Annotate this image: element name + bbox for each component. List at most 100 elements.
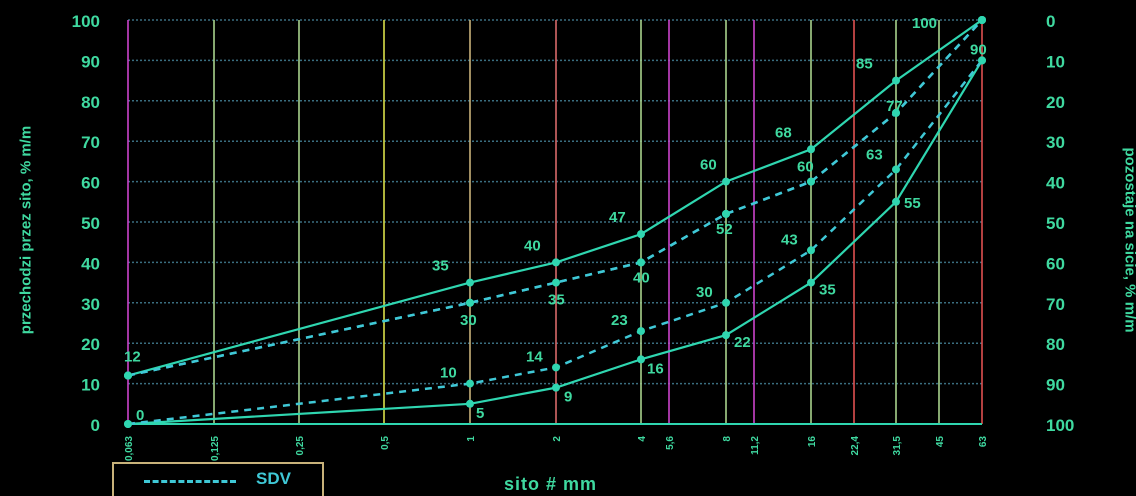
y-tick-label-left: 40: [81, 254, 100, 273]
data-label: 68: [775, 124, 792, 141]
data-point: [807, 145, 815, 154]
data-label: 100: [912, 15, 937, 32]
x-tick-label: 31,5: [892, 436, 903, 456]
data-point: [124, 371, 132, 380]
y-tick-label-left: 50: [81, 214, 100, 233]
data-point: [637, 230, 645, 239]
x-tick-label: 0,125: [210, 436, 221, 461]
data-point: [722, 177, 730, 186]
x-tick-label: 16: [807, 436, 818, 448]
y-tick-label-left: 0: [91, 416, 100, 435]
data-point: [466, 298, 474, 307]
data-label: 63: [866, 146, 883, 163]
series-line: [127, 59, 983, 426]
y-tick-label-left: 20: [81, 335, 100, 354]
data-point: [552, 383, 560, 392]
data-point: [124, 420, 132, 428]
data-label: 40: [633, 269, 650, 286]
y-tick-label-right: 70: [1046, 295, 1065, 314]
data-point: [637, 327, 645, 336]
data-label: 5: [476, 405, 484, 422]
y-tick-label-right: 50: [1046, 214, 1065, 233]
y-tick-label-left: 90: [81, 52, 100, 71]
y-tick-label-right: 60: [1046, 254, 1065, 273]
y-tick-label-left: 80: [81, 93, 100, 112]
data-label: 30: [696, 284, 713, 301]
y-tick-label-right: 30: [1046, 133, 1065, 152]
y-axis-label-left: przechodzi przez sito, % m/m: [17, 125, 35, 335]
y-tick-label-right: 100: [1046, 416, 1074, 435]
series-line: [127, 19, 983, 377]
x-tick-label: 2: [552, 436, 563, 442]
x-tick-label: 1: [466, 436, 477, 442]
y-tick-label-left: 70: [81, 133, 100, 152]
series-line: [127, 19, 983, 377]
data-label: 40: [524, 237, 541, 254]
data-point: [466, 399, 474, 408]
data-label: 14: [526, 348, 543, 365]
data-label: 35: [548, 292, 565, 309]
x-tick-label: 0,5: [380, 436, 391, 450]
data-label: 30: [460, 312, 477, 329]
y-tick-label-right: 80: [1046, 335, 1065, 354]
data-point: [637, 258, 645, 267]
data-point: [466, 278, 474, 287]
data-point: [978, 56, 986, 65]
y-tick-label-right: 0: [1046, 12, 1055, 31]
x-tick-label: 4: [637, 436, 648, 442]
data-label: 12: [124, 349, 141, 366]
data-label: 35: [432, 258, 449, 275]
data-point: [807, 177, 815, 186]
data-label: 22: [734, 334, 751, 351]
y-tick-label-right: 90: [1046, 376, 1065, 395]
data-point: [978, 16, 986, 24]
data-point: [722, 209, 730, 218]
x-tick-label: 22,4: [850, 436, 861, 456]
data-point: [637, 355, 645, 364]
x-axis-label: sito # mm: [504, 474, 598, 494]
data-label: 60: [700, 157, 717, 174]
data-label: 55: [904, 195, 921, 212]
data-point: [807, 246, 815, 255]
data-label: 90: [970, 41, 987, 58]
y-tick-label-right: 40: [1046, 174, 1065, 193]
data-label: 52: [716, 221, 733, 238]
x-tick-label: 8: [722, 436, 733, 442]
y-tick-label-left: 100: [72, 12, 100, 31]
data-point: [892, 108, 900, 117]
y-tick-label-right: 20: [1046, 93, 1065, 112]
series-line: [127, 59, 983, 426]
y-tick-label-right: 10: [1046, 52, 1065, 71]
x-tick-label: 0,25: [295, 436, 306, 456]
y-tick-label-left: 10: [81, 376, 100, 395]
data-label: 47: [609, 209, 626, 226]
legend-line-dashed: [144, 480, 236, 483]
x-tick-label: 45: [935, 436, 946, 448]
legend: SDV: [112, 462, 324, 496]
data-label: 43: [781, 231, 798, 248]
data-point: [807, 278, 815, 287]
data-label: 9: [564, 389, 572, 406]
data-label: 16: [647, 360, 664, 377]
data-point: [892, 165, 900, 174]
data-label: 35: [819, 282, 836, 299]
y-tick-label-left: 60: [81, 174, 100, 193]
data-label: 0: [136, 407, 144, 424]
x-tick-label: 0,063: [124, 436, 135, 461]
data-point: [552, 363, 560, 372]
data-point: [722, 298, 730, 307]
x-tick-label: 5,6: [665, 436, 676, 450]
data-point: [552, 278, 560, 287]
y-axis-label-right: pozostaje na sicie, % m/m: [1121, 147, 1136, 333]
data-label: 85: [856, 56, 873, 73]
legend-label: SDV: [256, 469, 291, 488]
data-point: [552, 258, 560, 267]
data-label: 23: [611, 312, 628, 329]
y-tick-label-left: 30: [81, 295, 100, 314]
x-tick-label: 63: [978, 436, 989, 448]
data-label: 10: [440, 365, 457, 382]
data-point: [722, 331, 730, 340]
data-point: [892, 197, 900, 206]
x-tick-label: 11,2: [750, 436, 761, 455]
